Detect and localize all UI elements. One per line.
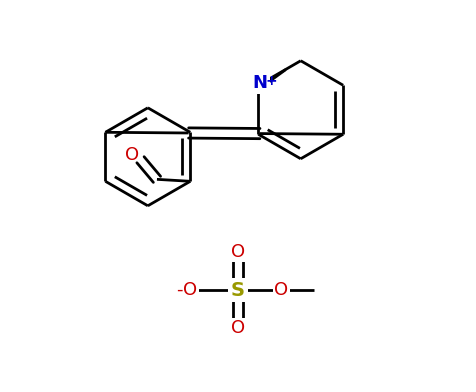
Text: O: O	[274, 281, 288, 299]
Text: +: +	[265, 74, 277, 88]
Text: -O: -O	[177, 281, 198, 299]
Text: O: O	[231, 243, 245, 261]
Text: S: S	[231, 281, 245, 299]
Text: O: O	[231, 319, 245, 338]
Text: O: O	[125, 146, 139, 164]
Text: N: N	[253, 74, 268, 92]
